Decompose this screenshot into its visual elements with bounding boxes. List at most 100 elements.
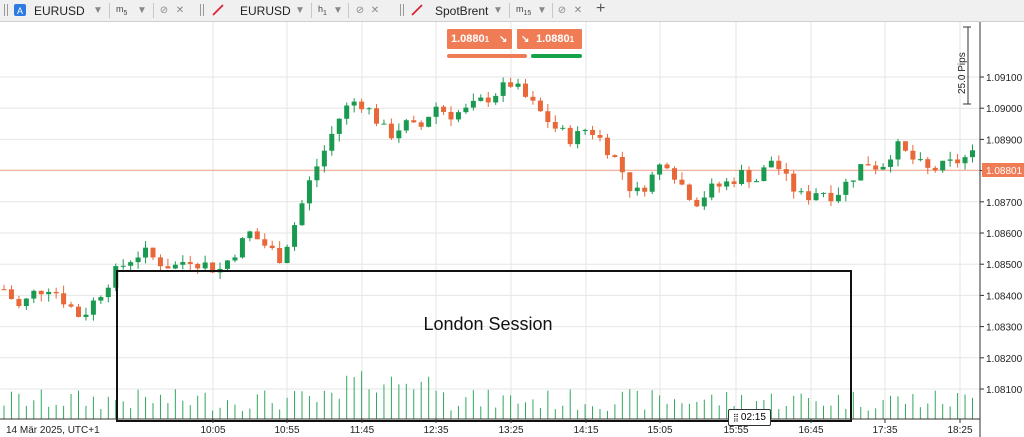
time-axis: 10:05 10:55 11:45 12:35 13:25 14:15 15:05 15:55… — [0, 418, 980, 436]
timer-icon: ⣿ — [733, 413, 739, 422]
drawing-line-icon — [409, 2, 425, 18]
timeframe-dropdown-icon[interactable]: ▼ — [537, 4, 547, 16]
link-icon[interactable]: ⊘ — [557, 4, 567, 16]
candle-body — [843, 181, 849, 195]
candle-body — [269, 245, 275, 249]
candle-body — [508, 82, 514, 87]
tab-symbol: EURUSD — [240, 4, 291, 18]
tab-grip-icon[interactable] — [4, 4, 8, 16]
timeframe-dropdown-icon[interactable]: ▼ — [333, 4, 343, 16]
candle-body — [895, 141, 901, 160]
candle-body — [970, 150, 975, 158]
buy-button[interactable]: ↘ 1.08801 — [517, 29, 582, 49]
candle-body — [143, 247, 149, 258]
sell-button[interactable]: 1.08801 ↘ — [447, 29, 512, 49]
candle-body — [83, 314, 89, 317]
candle-body — [441, 106, 447, 112]
candle-body — [292, 225, 298, 247]
candle-body — [932, 167, 938, 171]
price-tick-label: 1.08900 — [986, 135, 1023, 146]
candle-body — [865, 164, 871, 166]
tab-symbol: EURUSD — [34, 4, 85, 18]
candle-body — [105, 287, 111, 298]
price-tick-label: 1.08500 — [986, 260, 1023, 271]
candle-body — [254, 231, 260, 240]
candle-body — [590, 129, 596, 135]
candle-body — [798, 191, 804, 193]
candle-body — [329, 133, 335, 151]
link-icon[interactable]: ⊘ — [159, 4, 169, 16]
candle-body — [597, 134, 603, 138]
candle-body — [783, 169, 789, 174]
candle-body — [150, 247, 156, 258]
tab-timeframe[interactable]: m15 — [516, 4, 532, 17]
candle-body — [90, 300, 96, 315]
candle-body — [701, 197, 707, 207]
candle-body — [694, 199, 700, 207]
tab-eurusd-m5[interactable]: A EURUSD ▼ m5 ▼ ⊘ ✕ — [0, 0, 190, 21]
symbol-dropdown-icon[interactable]: ▼ — [93, 4, 103, 16]
candle-body — [858, 164, 864, 181]
candle-body — [31, 290, 37, 299]
candle-body — [23, 298, 29, 307]
candle-body — [1, 289, 7, 291]
tab-timeframe[interactable]: m5 — [116, 4, 128, 17]
price-tick-label: 1.09000 — [986, 104, 1023, 115]
time-tick-label: 14:15 — [573, 425, 598, 436]
close-tab-icon[interactable]: ✕ — [370, 4, 380, 16]
time-tick-label: 16:45 — [798, 425, 823, 436]
candle-body — [165, 266, 171, 269]
candle-body — [888, 159, 894, 167]
candle-body — [664, 164, 670, 169]
candle-body — [455, 112, 461, 120]
svg-text:A: A — [17, 6, 23, 16]
candle-body — [537, 100, 543, 112]
candle-body — [604, 137, 610, 156]
price-tick-label: 1.08100 — [986, 385, 1023, 396]
candle-body — [478, 97, 484, 101]
price-chart[interactable]: London Session 1.081001.082001.083001.08… — [0, 22, 1024, 437]
candle-body — [530, 96, 536, 101]
candle-body — [351, 101, 357, 106]
close-tab-icon[interactable]: ✕ — [573, 4, 583, 16]
candle-body — [724, 181, 730, 187]
symbol-dropdown-icon[interactable]: ▼ — [295, 4, 305, 16]
tab-eurusd-h1[interactable]: EURUSD ▼ h1 ▼ ⊘ ✕ — [196, 0, 391, 21]
candle-body — [962, 157, 968, 164]
candle-body — [545, 111, 551, 123]
candle-body — [262, 239, 268, 246]
link-icon[interactable]: ⊘ — [355, 4, 365, 16]
candle-body — [180, 262, 186, 265]
price-tick-label: 1.09100 — [986, 73, 1023, 84]
candle-body — [753, 181, 759, 183]
close-tab-icon[interactable]: ✕ — [175, 4, 185, 16]
add-tab-button[interactable]: + — [596, 0, 606, 17]
tab-timeframe[interactable]: h1 — [318, 4, 327, 17]
candle-body — [947, 159, 953, 161]
candle-body — [523, 83, 528, 97]
candle-body — [448, 111, 454, 120]
sell-volume-bar — [447, 54, 527, 58]
time-tick-label: 17:35 — [872, 425, 897, 436]
candle-body — [806, 191, 812, 201]
time-tick-label: 18:25 — [947, 425, 972, 436]
candle-body — [821, 192, 826, 194]
candle-body — [411, 120, 417, 123]
tab-spotbrent-m15[interactable]: SpotBrent ▼ m15 ▼ ⊘ ✕ — [396, 0, 590, 21]
candle-body — [210, 262, 216, 273]
candle-body — [157, 257, 163, 267]
tab-grip-icon[interactable] — [200, 4, 204, 16]
candle-body — [835, 194, 841, 202]
timeframe-dropdown-icon[interactable]: ▼ — [137, 4, 147, 16]
candle-body — [619, 156, 625, 173]
chart-tab-bar: A EURUSD ▼ m5 ▼ ⊘ ✕ EURUSD ▼ h1 ▼ ⊘ ✕ Sp… — [0, 0, 1024, 22]
candle-timer: ⣿ 02:15 — [728, 409, 771, 426]
candle-body — [463, 107, 469, 113]
candle-body — [8, 289, 14, 300]
candle-body — [500, 82, 506, 96]
buy-volume-bar — [531, 54, 582, 58]
tab-grip-icon[interactable] — [400, 4, 404, 16]
symbol-dropdown-icon[interactable]: ▼ — [493, 4, 503, 16]
chart-a-icon: A — [12, 2, 28, 18]
price-tick-label: 1.08200 — [986, 354, 1023, 365]
